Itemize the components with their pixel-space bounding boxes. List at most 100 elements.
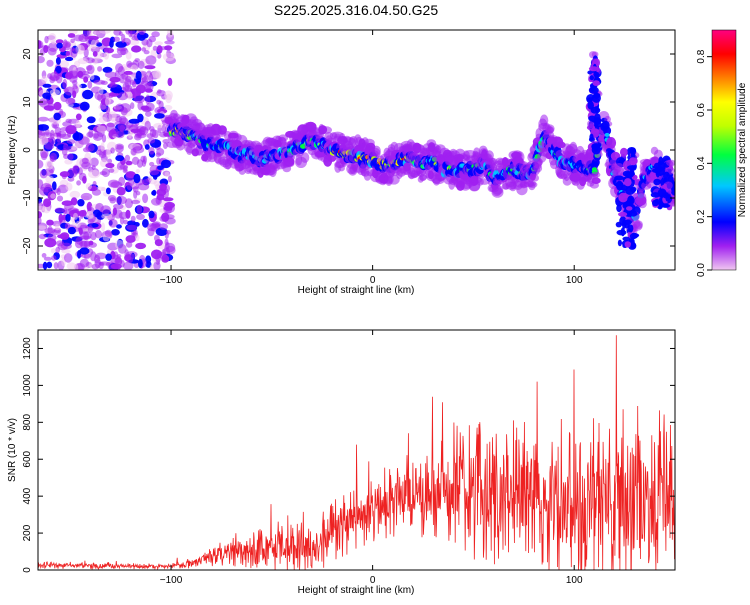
heatmap-cell bbox=[606, 137, 617, 149]
heatmap-cell bbox=[67, 226, 76, 235]
heatmap-cell bbox=[626, 212, 632, 217]
heatmap-cell bbox=[130, 148, 137, 156]
heatmap-cell bbox=[138, 126, 149, 136]
heatmap-cell bbox=[135, 234, 140, 242]
y-tick-label: 400 bbox=[22, 487, 33, 504]
heatmap-cell bbox=[617, 239, 623, 247]
y-tick-label: 600 bbox=[22, 450, 33, 467]
heatmap-cell bbox=[126, 182, 133, 191]
heatmap-cell bbox=[58, 60, 70, 68]
heatmap-cell bbox=[122, 168, 128, 174]
heatmap-cell bbox=[86, 210, 94, 220]
y-tick-label: 800 bbox=[22, 414, 33, 431]
heatmap-cell bbox=[152, 189, 157, 196]
heatmap-cell bbox=[135, 169, 140, 174]
heatmap-cell bbox=[118, 244, 127, 254]
heatmap-cell bbox=[64, 159, 73, 165]
heatmap-cell bbox=[55, 39, 64, 44]
heatmap-cell bbox=[60, 67, 69, 72]
heatmap-cell bbox=[39, 169, 48, 179]
heatmap-cell bbox=[627, 224, 634, 233]
heatmap-cell bbox=[388, 175, 400, 185]
heatmap-cell bbox=[147, 223, 157, 232]
heatmap-cell bbox=[126, 224, 138, 231]
colorbar-ticks: 0.0 0.2 0.4 0.6 0.8 bbox=[696, 49, 712, 277]
heatmap-cell bbox=[145, 55, 157, 65]
heatmap-cell bbox=[125, 235, 136, 243]
heatmap-cell bbox=[67, 70, 80, 79]
heatmap-cell bbox=[113, 36, 120, 42]
heatmap-cell bbox=[38, 205, 46, 212]
heatmap-cell bbox=[123, 261, 134, 270]
heatmap-cell bbox=[622, 236, 631, 241]
heatmap-cell bbox=[60, 242, 72, 250]
heatmap-cell bbox=[664, 181, 673, 190]
heatmap-cell bbox=[130, 215, 136, 222]
heatmap-cell bbox=[149, 169, 160, 176]
heatmap-cell bbox=[593, 147, 599, 152]
heatmap-cell bbox=[164, 40, 175, 45]
heatmap-cell bbox=[162, 197, 174, 202]
heatmap-cell bbox=[42, 83, 52, 88]
heatmap-cell bbox=[51, 40, 56, 45]
heatmap-cell bbox=[110, 263, 122, 270]
heatmap-cell bbox=[591, 177, 601, 184]
heatmap-cell bbox=[101, 186, 106, 192]
heatmap-cell bbox=[75, 120, 81, 129]
heatmap-cell bbox=[78, 210, 87, 217]
heatmap-cell bbox=[101, 213, 113, 220]
heatmap-cell bbox=[154, 41, 163, 46]
heatmap-cell bbox=[55, 223, 60, 231]
heatmap-cell bbox=[38, 116, 49, 122]
heatmap-cell bbox=[95, 252, 107, 260]
heatmap-cell bbox=[101, 168, 110, 178]
heatmap-cell bbox=[154, 113, 165, 119]
heatmap-cell bbox=[79, 247, 90, 255]
colorbar-tick-label: 0.6 bbox=[696, 103, 707, 117]
x-tick-label: −100 bbox=[160, 575, 183, 586]
heatmap-cell bbox=[63, 253, 73, 263]
heatmap-cell bbox=[591, 161, 598, 167]
heatmap-cell bbox=[148, 147, 155, 155]
heatmap-cell bbox=[55, 57, 61, 65]
heatmap-cell bbox=[53, 262, 59, 270]
heatmap-cell bbox=[79, 235, 92, 240]
heatmap-cell bbox=[100, 222, 106, 232]
heatmap-cell bbox=[615, 163, 623, 169]
heatmap-cell bbox=[48, 33, 57, 43]
heatmap-cell bbox=[43, 198, 52, 208]
heatmap-cell bbox=[51, 229, 61, 235]
heatmap-cell bbox=[44, 238, 57, 248]
heatmap-cell bbox=[627, 165, 637, 171]
heatmap-cell bbox=[131, 45, 142, 53]
heatmap-cell bbox=[38, 179, 44, 189]
heatmap-cell bbox=[137, 60, 145, 69]
heatmap-cell bbox=[72, 132, 84, 141]
heatmap-cell bbox=[92, 180, 97, 188]
heatmap-cell bbox=[53, 71, 58, 79]
heatmap-cell bbox=[42, 261, 48, 270]
heatmap-cell bbox=[59, 171, 70, 178]
heatmap-cell bbox=[86, 131, 94, 138]
heatmap-cell bbox=[82, 89, 94, 100]
heatmap-cell bbox=[158, 131, 169, 138]
heatmap-cell bbox=[89, 74, 95, 80]
heatmap-cell bbox=[133, 190, 138, 199]
colorbar: 0.0 0.2 0.4 0.6 0.8 Normalized spectral ampl… bbox=[696, 29, 748, 277]
heatmap-cell bbox=[137, 182, 150, 191]
heatmap-cell bbox=[660, 177, 665, 187]
heatmap-cell bbox=[50, 248, 57, 254]
heatmap-cell bbox=[300, 152, 310, 163]
heatmap-cell bbox=[128, 118, 140, 124]
heatmap-cell bbox=[94, 230, 103, 239]
heatmap-cell bbox=[65, 182, 73, 191]
heatmap-cell bbox=[45, 175, 54, 183]
colorbar-tick-label: 0.8 bbox=[696, 49, 707, 63]
heatmap-cell bbox=[658, 156, 664, 165]
snr-series-line bbox=[38, 335, 675, 570]
heatmap-cell bbox=[149, 264, 154, 270]
heatmap-cell bbox=[85, 41, 90, 48]
colorbar-frame bbox=[711, 29, 737, 271]
heatmap-cell bbox=[620, 227, 626, 237]
heatmap-cell bbox=[630, 242, 636, 249]
